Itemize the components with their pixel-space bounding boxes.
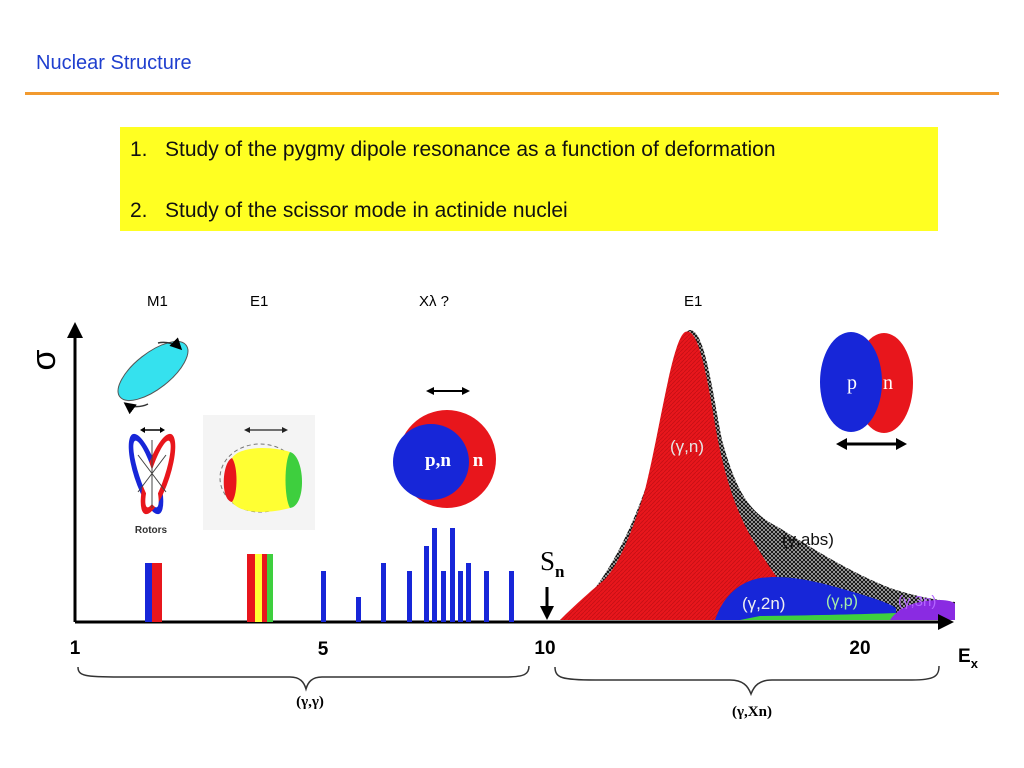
separation-energy-arrowhead — [540, 606, 554, 620]
curve-label-gamma-2n: (γ,2n) — [742, 594, 785, 613]
x-axis-label-sub: x — [971, 656, 979, 671]
scissor-mode-illustration: Rotors — [117, 337, 189, 536]
pygmy-line — [381, 563, 386, 622]
topic-text: Study of the pygmy dipole resonance as a… — [165, 138, 776, 161]
pygmy-line — [450, 528, 455, 622]
x-tick-label: 1 — [70, 638, 81, 659]
pygmy-resonance-illustration: p,n n — [393, 387, 496, 508]
pygmy-line — [458, 571, 463, 622]
gamma-2n-curve — [715, 576, 896, 620]
m1-bar-blue — [145, 563, 152, 622]
pygmy-line — [356, 597, 361, 622]
mode-label-gdr-e1: E1 — [684, 293, 702, 310]
x-tick-label: 5 — [318, 639, 329, 660]
y-axis-arrowhead — [67, 322, 83, 338]
x-tick-label: 10 — [534, 638, 555, 659]
range-label-gamma-gamma: (γ,γ) — [296, 694, 324, 710]
mode-label-e1: E1 — [250, 293, 268, 310]
topic-item: 2. Study of the scissor mode in actinide … — [130, 199, 568, 223]
x-tick-label: 20 — [849, 638, 870, 659]
range-label-gamma-xn: (γ,Xn) — [732, 704, 772, 720]
gdr-proton-label: p — [847, 372, 857, 394]
mode-label-m1: M1 — [147, 293, 168, 310]
e1-bar-yellow — [255, 554, 262, 622]
pygmy-line — [321, 571, 326, 622]
e1-bar-red — [262, 554, 267, 622]
x-axis-arrowhead — [938, 614, 954, 630]
pygmy-line — [407, 571, 412, 622]
rotors-caption: Rotors — [135, 525, 168, 536]
pygmy-core-label: p,n — [425, 450, 451, 471]
range-brace-gamma-gamma — [77, 665, 530, 692]
separation-energy-label: Sn — [540, 546, 565, 581]
curve-label-gamma-p: (γ,p) — [826, 593, 858, 610]
pygmy-line — [441, 571, 446, 622]
m1-bar-red — [152, 563, 156, 622]
topic-number: 1. — [130, 138, 148, 161]
e1-bar-green — [267, 554, 273, 622]
y-axis-sigma-label: σ — [25, 349, 63, 370]
curve-label-gamma-n: (γ,n) — [670, 437, 704, 456]
curve-label-gamma-abs: (γ,abs) — [782, 530, 834, 549]
topics-box: 1. Study of the pygmy dipole resonance as… — [120, 127, 938, 231]
pygmy-skin-label: n — [473, 450, 484, 471]
pygmy-line — [484, 571, 489, 622]
pygmy-line — [466, 563, 471, 622]
separation-energy-main: S — [540, 546, 555, 576]
pygmy-line — [424, 546, 429, 622]
x-axis-label: Ex — [958, 646, 979, 671]
e1-bar-red — [247, 554, 255, 622]
gdr-illustration: p n — [820, 332, 913, 450]
curve-label-gamma-3n: (γ,3n) — [898, 593, 936, 610]
gamma-n-curve — [560, 331, 783, 620]
mode-label-xlambda: Xλ ? — [419, 293, 449, 310]
topic-text: Study of the scissor mode in actinide nu… — [165, 199, 568, 222]
x-axis-label-main: E — [958, 646, 971, 667]
topic-item: 1. Study of the pygmy dipole resonance as… — [130, 138, 776, 162]
separation-energy-sub: n — [555, 562, 565, 581]
range-brace-gamma-xn — [554, 665, 940, 697]
topic-number: 2. — [130, 199, 148, 222]
deformed-nucleus-illustration — [203, 415, 315, 530]
slide-title: Nuclear Structure — [36, 52, 192, 74]
pygmy-line — [432, 528, 437, 622]
m1-bar-red — [156, 563, 162, 622]
gdr-neutron-label: n — [883, 372, 893, 394]
pygmy-line — [509, 571, 514, 622]
title-divider — [25, 92, 999, 95]
